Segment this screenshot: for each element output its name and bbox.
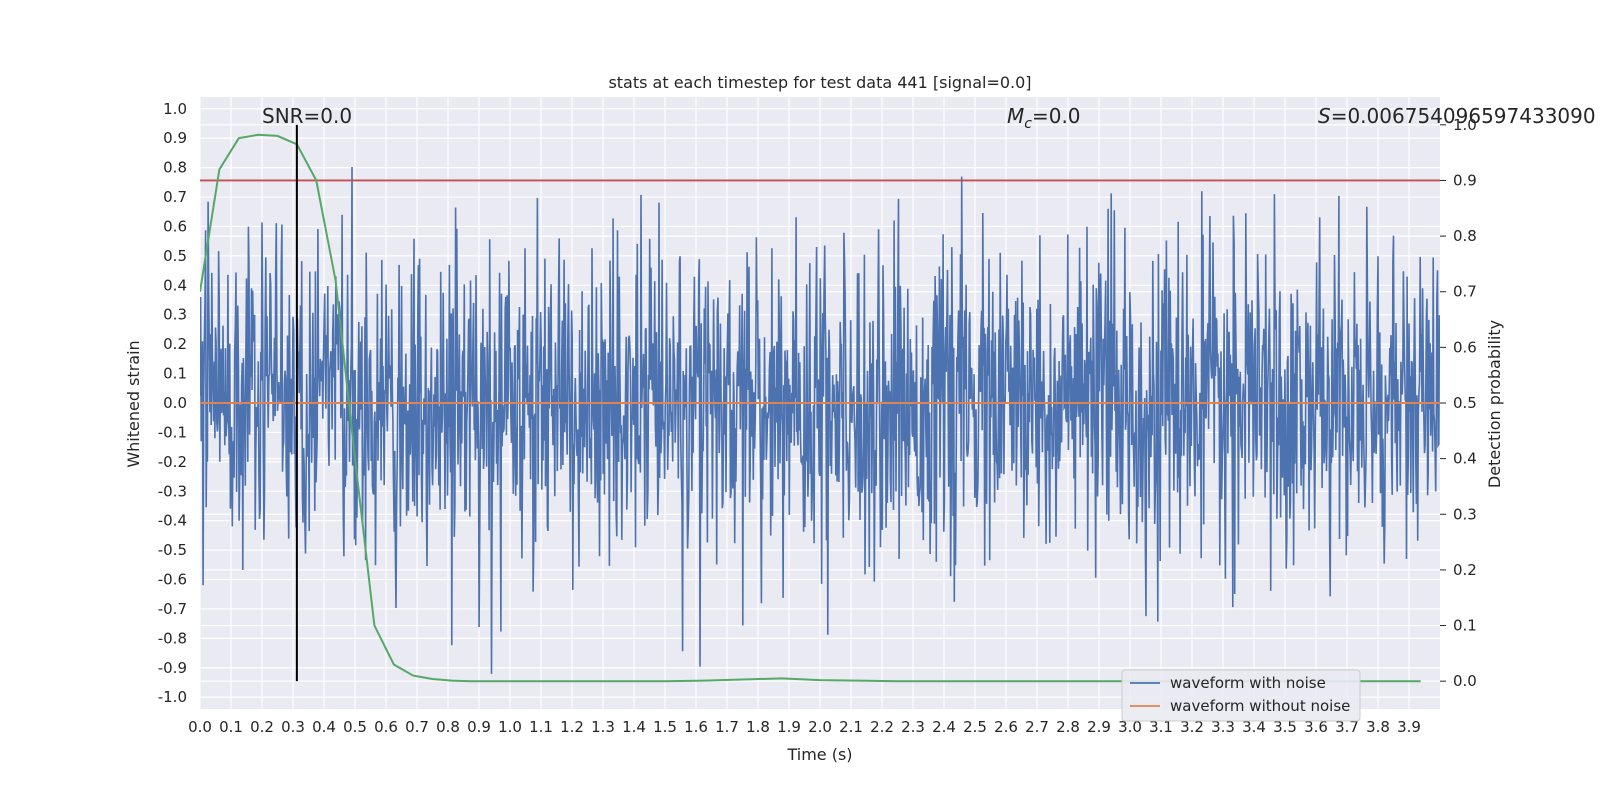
x-tick-label: 1.6 xyxy=(684,718,708,736)
waveform-with-noise-line xyxy=(200,166,1440,674)
legend-label-noise: waveform with noise xyxy=(1170,674,1326,692)
x-tick-label: 0.3 xyxy=(281,718,305,736)
y-tick-label: -0.4 xyxy=(158,512,187,530)
y2-tick-label: 1.0 xyxy=(1453,116,1477,134)
chirp-mass-subscript: c xyxy=(1024,116,1032,132)
y-tick-label: 0.6 xyxy=(163,217,187,235)
x-tick-label: 3.2 xyxy=(1180,718,1204,736)
y-tick-label: -0.2 xyxy=(158,453,187,471)
y-tick-label: -1.0 xyxy=(158,688,187,706)
x-tick-label: 2.0 xyxy=(808,718,832,736)
x-tick-label: 1.0 xyxy=(498,718,522,736)
x-tick-label: 2.9 xyxy=(1087,718,1111,736)
x-tick-label: 1.4 xyxy=(622,718,646,736)
x-tick-label: 0.7 xyxy=(405,718,429,736)
score-annotation: S=0.006754096597433090 xyxy=(1318,104,1596,128)
legend-box xyxy=(1121,669,1361,722)
x-tick-label: 3.1 xyxy=(1149,718,1173,736)
y2-tick-label: 0.1 xyxy=(1453,617,1477,635)
x-tick-label: 2.1 xyxy=(839,718,863,736)
x-tick-label: 0.9 xyxy=(467,718,491,736)
chirp-mass-annotation: Mc=0.0 xyxy=(1007,104,1081,132)
detection-probability-line xyxy=(200,133,1421,683)
x-tick-label: 2.4 xyxy=(932,718,956,736)
x-tick-label: 1.8 xyxy=(746,718,770,736)
y2-tick-label: 0.6 xyxy=(1453,338,1477,356)
x-tick-label: 0.5 xyxy=(343,718,367,736)
y-tick-label: 0.8 xyxy=(163,159,187,177)
y2-tick-label: 0.3 xyxy=(1453,505,1477,523)
x-tick-label: 1.2 xyxy=(560,718,584,736)
y-axis-label: Whitened strain xyxy=(124,340,143,467)
x-tick-label: 2.6 xyxy=(994,718,1018,736)
y-tick-label: 0.0 xyxy=(163,394,187,412)
y-tick-label: 0.3 xyxy=(163,306,187,324)
x-tick-label: 1.1 xyxy=(529,718,553,736)
y-tick-label: 0.4 xyxy=(163,276,187,294)
y2-tick-label: 0.7 xyxy=(1453,283,1477,301)
plot-area xyxy=(200,124,1440,683)
y-tick-label: 0.7 xyxy=(163,188,187,206)
x-tick-label: 1.3 xyxy=(591,718,615,736)
y-tick-label: 0.2 xyxy=(163,335,187,353)
y2-tick-label: 0.0 xyxy=(1453,672,1477,690)
x-tick-label: 2.7 xyxy=(1025,718,1049,736)
x-tick-label: 3.9 xyxy=(1397,718,1421,736)
y-tick-label: -0.6 xyxy=(158,571,187,589)
chart-title: stats at each timestep for test data 441… xyxy=(608,73,1031,92)
y2-tick-label: 0.4 xyxy=(1453,450,1477,468)
y-tick-label: -0.7 xyxy=(158,600,187,618)
y-tick-label: -0.8 xyxy=(158,629,187,647)
chirp-mass-value: =0.0 xyxy=(1032,104,1081,128)
y2-tick-label: 0.5 xyxy=(1453,394,1477,412)
x-tick-label: 0.1 xyxy=(219,718,243,736)
x-tick-label: 2.8 xyxy=(1056,718,1080,736)
x-tick-label: 2.2 xyxy=(870,718,894,736)
y-tick-label: -0.9 xyxy=(158,659,187,677)
chirp-mass-symbol: M xyxy=(1007,104,1024,128)
x-tick-label: 3.7 xyxy=(1335,718,1359,736)
y2-tick-label: 0.9 xyxy=(1453,171,1477,189)
y2-tick-label: 0.8 xyxy=(1453,227,1477,245)
snr-annotation: SNR=0.0 xyxy=(262,104,352,128)
x-tick-label: 3.3 xyxy=(1211,718,1235,736)
x-tick-label: 3.8 xyxy=(1366,718,1390,736)
legend: waveform with noise waveform without noi… xyxy=(1121,669,1361,722)
x-tick-label: 1.7 xyxy=(715,718,739,736)
x-tick-label: 1.5 xyxy=(653,718,677,736)
y2-tick-label: 0.2 xyxy=(1453,561,1477,579)
x-tick-label: 0.2 xyxy=(250,718,274,736)
x-tick-label: 3.6 xyxy=(1304,718,1328,736)
x-tick-label: 3.4 xyxy=(1242,718,1266,736)
y-tick-label: 0.1 xyxy=(163,365,187,383)
y-tick-label: -0.5 xyxy=(158,541,187,559)
y-tick-label: 0.9 xyxy=(163,129,187,147)
x-tick-label: 3.0 xyxy=(1118,718,1142,736)
x-tick-label: 2.3 xyxy=(901,718,925,736)
y-tick-label: 1.0 xyxy=(163,100,187,118)
y2-axis-label: Detection probability xyxy=(1485,320,1504,488)
x-tick-label: 1.9 xyxy=(777,718,801,736)
tick-labels: 0.0 0.1 0.2 0.3 0.4 0.5 0.6 0.7 0.8 0.9 1.0 1.1 1.2 1… xyxy=(158,100,1477,736)
y-tick-label: -0.1 xyxy=(158,423,187,441)
y-tick-label: -0.3 xyxy=(158,482,187,500)
x-axis-label: Time (s) xyxy=(786,745,852,764)
x-tick-label: 0.6 xyxy=(374,718,398,736)
x-tick-label: 3.5 xyxy=(1273,718,1297,736)
x-tick-label: 0.4 xyxy=(312,718,336,736)
score-value: =0.006754096597433090 xyxy=(1331,104,1596,128)
x-tick-label: 2.5 xyxy=(963,718,987,736)
x-tick-label: 0.0 xyxy=(188,718,212,736)
score-symbol: S xyxy=(1318,104,1331,128)
legend-label-clean: waveform without noise xyxy=(1170,697,1350,715)
y-tick-label: 0.5 xyxy=(163,247,187,265)
x-tick-label: 0.8 xyxy=(436,718,460,736)
